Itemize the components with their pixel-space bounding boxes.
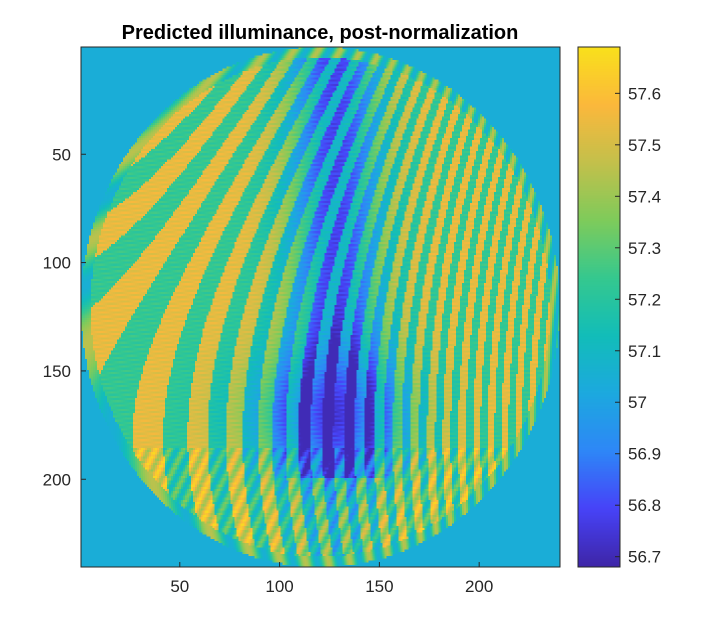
- colorbar-tick-label: 56.8: [628, 496, 661, 515]
- plot-area: [80, 46, 561, 568]
- heatmap-image: [81, 47, 560, 567]
- y-tick-label: 50: [52, 145, 71, 164]
- x-tick-label: 100: [265, 577, 293, 596]
- colorbar-tick-label: 57.1: [628, 342, 661, 361]
- colorbar-box: [577, 46, 621, 568]
- colorbar-tick-label: 57.6: [628, 84, 661, 103]
- y-tick-label: 200: [43, 470, 71, 489]
- x-tick-label: 50: [170, 577, 189, 596]
- y-axis: 50 100 150 200: [43, 145, 86, 489]
- colorbar-tick-label: 57.5: [628, 136, 661, 155]
- colorbar-tick-label: 57.2: [628, 290, 661, 309]
- colorbar-tick-label: 57.4: [628, 187, 661, 206]
- colorbar: 57.6 57.5 57.4 57.3 57.2 57.1 57 56.9 56.8 56.7: [577, 46, 661, 568]
- colorbar-tick-label: 56.9: [628, 445, 661, 464]
- x-tick-label: 200: [465, 577, 493, 596]
- y-tick-label: 150: [43, 362, 71, 381]
- chart-title: Predicted illuminance, post-normalizatio…: [122, 22, 519, 44]
- colorbar-tick-label: 57: [628, 393, 647, 412]
- colorbar-tick-label: 57.3: [628, 239, 661, 258]
- x-tick-label: 150: [365, 577, 393, 596]
- colorbar-gradient: [578, 47, 620, 567]
- colorbar-tick-label: 56.7: [628, 548, 661, 567]
- x-axis: 50 100 150 200: [170, 562, 493, 596]
- colorbar-ticks: 57.6 57.5 57.4 57.3 57.2 57.1 57 56.9 56.8 56.7: [615, 84, 661, 567]
- y-tick-label: 100: [43, 254, 71, 273]
- axes-box: [80, 46, 561, 568]
